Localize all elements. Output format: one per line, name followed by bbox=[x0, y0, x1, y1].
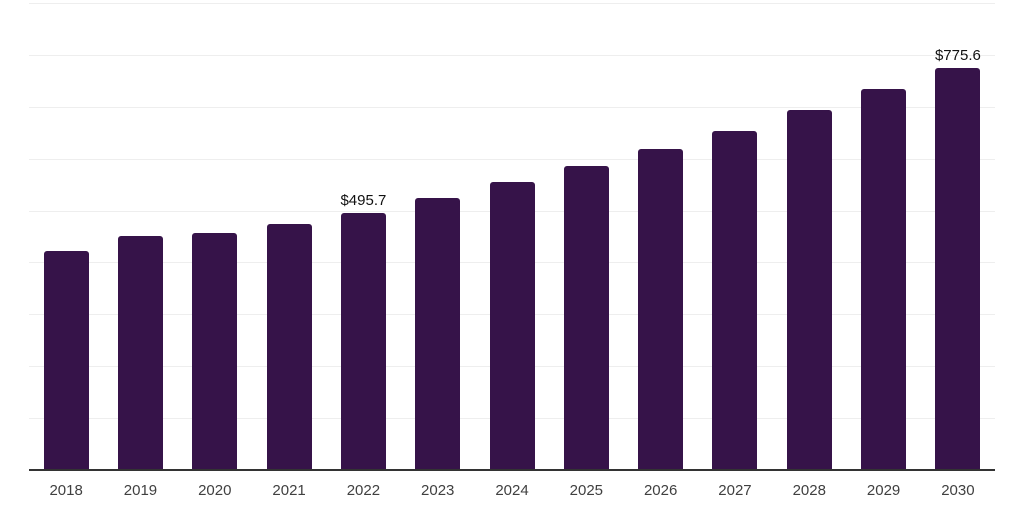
gridline bbox=[29, 54, 995, 56]
bar-2023 bbox=[415, 197, 461, 470]
x-axis-label-2018: 2018 bbox=[49, 482, 83, 499]
bar-slot bbox=[103, 3, 177, 470]
bar-2021 bbox=[266, 224, 312, 470]
bar-slot bbox=[252, 3, 326, 470]
bar-slot bbox=[178, 3, 252, 470]
bar-2025 bbox=[563, 166, 609, 470]
bar-slot bbox=[29, 3, 103, 470]
bar-slot: $775.6 bbox=[921, 3, 995, 470]
bar-2022: $495.7 bbox=[340, 193, 386, 470]
bar-2029 bbox=[861, 89, 907, 470]
bar-slot bbox=[846, 3, 920, 470]
x-axis-label-2029: 2029 bbox=[866, 482, 901, 499]
bar-2019 bbox=[117, 235, 163, 470]
bar-2026 bbox=[638, 149, 684, 470]
bar-value-label: $495.7 bbox=[340, 191, 387, 209]
bar-slot bbox=[624, 3, 698, 470]
bar-slot bbox=[549, 3, 623, 470]
x-axis-label-2022: 2022 bbox=[346, 482, 381, 499]
bar-2027 bbox=[712, 130, 758, 470]
gridline bbox=[29, 158, 995, 160]
bar-2020 bbox=[192, 233, 238, 470]
bar-2024 bbox=[489, 182, 535, 470]
bar-value-label: $775.6 bbox=[934, 46, 981, 64]
gridline bbox=[29, 3, 995, 4]
bar-2030: $775.6 bbox=[935, 48, 981, 470]
bar-2018 bbox=[43, 251, 89, 470]
x-axis-label-2027: 2027 bbox=[718, 482, 752, 499]
bar-slot bbox=[475, 3, 549, 470]
x-axis-label-2028: 2028 bbox=[792, 482, 826, 499]
x-axis-label-2026: 2026 bbox=[643, 482, 678, 499]
x-axis-labels: 2018 2019 2020 2021 2022 2023 2024 2025 2026 2027… bbox=[29, 481, 995, 501]
x-axis-label-2020: 2020 bbox=[198, 482, 232, 499]
gridline bbox=[29, 106, 995, 108]
x-axis-label-2030: 2030 bbox=[941, 482, 975, 499]
x-axis-label-2019: 2019 bbox=[123, 482, 158, 499]
bar-slot bbox=[401, 3, 475, 470]
bar-slot bbox=[772, 3, 846, 470]
x-axis-label-2025: 2025 bbox=[569, 482, 604, 499]
bar-slot: $495.7 bbox=[326, 3, 400, 470]
plot-area: $495.7 $775.6 bbox=[29, 3, 995, 471]
bar-2028 bbox=[786, 110, 832, 470]
x-axis-label-2021: 2021 bbox=[272, 482, 306, 499]
x-axis-line bbox=[29, 469, 995, 471]
bar-slot bbox=[698, 3, 772, 470]
x-axis-label-2024: 2024 bbox=[495, 482, 529, 499]
x-axis-label-2023: 2023 bbox=[421, 482, 455, 499]
